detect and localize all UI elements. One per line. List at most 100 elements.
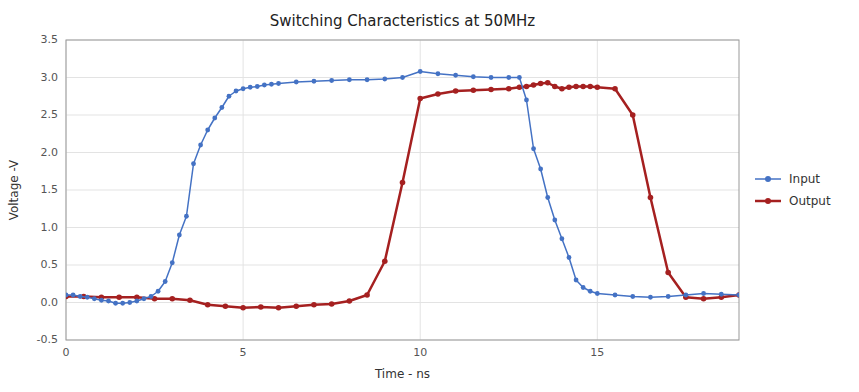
marker [567, 255, 572, 260]
grid-line [66, 302, 739, 303]
marker [329, 301, 335, 307]
legend-marker [765, 176, 771, 182]
marker [701, 296, 707, 302]
marker [574, 278, 579, 283]
marker [648, 195, 654, 201]
marker [436, 71, 441, 76]
marker [169, 296, 175, 302]
grid-line [66, 227, 739, 228]
marker [648, 295, 653, 300]
y-axis-label: Voltage -V [7, 159, 21, 220]
marker [276, 305, 282, 311]
marker [142, 296, 147, 301]
tick-label: 1.0 [41, 221, 59, 234]
marker [92, 296, 97, 301]
marker [99, 298, 104, 303]
marker [212, 116, 217, 121]
marker [227, 94, 232, 99]
marker [234, 89, 239, 94]
marker [255, 84, 260, 89]
tick-label: 5 [240, 346, 247, 359]
marker [719, 292, 724, 297]
marker [156, 289, 161, 294]
marker [524, 98, 529, 103]
marker [506, 86, 512, 92]
marker [347, 298, 353, 304]
marker [417, 96, 423, 102]
marker [312, 79, 317, 84]
marker [364, 292, 370, 298]
marker [683, 293, 688, 298]
data-layer [66, 69, 739, 310]
marker [240, 305, 246, 311]
marker [116, 294, 122, 300]
marker [71, 293, 76, 298]
marker [595, 291, 600, 296]
marker [488, 87, 494, 93]
marker [311, 302, 317, 308]
grid-line [66, 190, 739, 191]
marker [347, 77, 352, 82]
marker [205, 302, 211, 308]
marker [248, 85, 253, 90]
grid-line [243, 40, 244, 340]
marker [580, 84, 586, 90]
marker [581, 285, 586, 290]
marker [134, 299, 139, 304]
marker [736, 292, 739, 298]
marker [382, 77, 387, 82]
line [66, 72, 739, 304]
marker [223, 303, 229, 309]
marker [545, 195, 550, 200]
marker [613, 293, 618, 298]
tick-label: 3.5 [41, 33, 59, 46]
tick-label: 10 [413, 346, 427, 359]
marker [78, 294, 83, 299]
marker [524, 84, 530, 90]
marker [149, 294, 154, 299]
marker [630, 294, 635, 299]
tick-label: 2.5 [41, 108, 59, 121]
marker [276, 81, 281, 86]
marker [187, 297, 193, 303]
marker [471, 87, 477, 93]
marker [538, 81, 544, 87]
marker [177, 233, 182, 238]
legend-label: Input [789, 172, 820, 186]
tick-label: 1.5 [41, 183, 59, 196]
marker [545, 80, 551, 86]
marker [737, 293, 739, 298]
marker [588, 289, 593, 294]
marker [666, 294, 671, 299]
tick-label: 0.5 [41, 258, 59, 271]
x-axis-label: Time - ns [374, 367, 430, 381]
tick-label: 0.0 [41, 296, 59, 309]
chart: -0.50.00.51.01.52.02.53.03.5051015Switch… [0, 0, 859, 392]
marker [612, 86, 618, 92]
marker [701, 291, 706, 296]
tick-label: 0 [63, 346, 70, 359]
grid-line [420, 40, 421, 340]
plot-frame [66, 40, 739, 340]
marker [552, 84, 558, 90]
legend: InputOutput [755, 172, 831, 208]
grid-line [66, 115, 739, 116]
marker [587, 84, 593, 90]
marker [294, 80, 299, 85]
grid-line [66, 152, 739, 153]
marker [198, 143, 203, 148]
marker [382, 258, 388, 264]
line [66, 83, 739, 308]
marker [113, 301, 118, 306]
marker [191, 161, 196, 166]
marker [269, 82, 274, 87]
marker [241, 86, 246, 91]
marker [552, 218, 557, 223]
marker [400, 180, 406, 186]
marker [471, 74, 476, 79]
tick-label: -0.5 [37, 333, 58, 346]
marker [517, 75, 522, 80]
marker [400, 75, 405, 80]
marker [365, 77, 370, 82]
marker [506, 75, 511, 80]
